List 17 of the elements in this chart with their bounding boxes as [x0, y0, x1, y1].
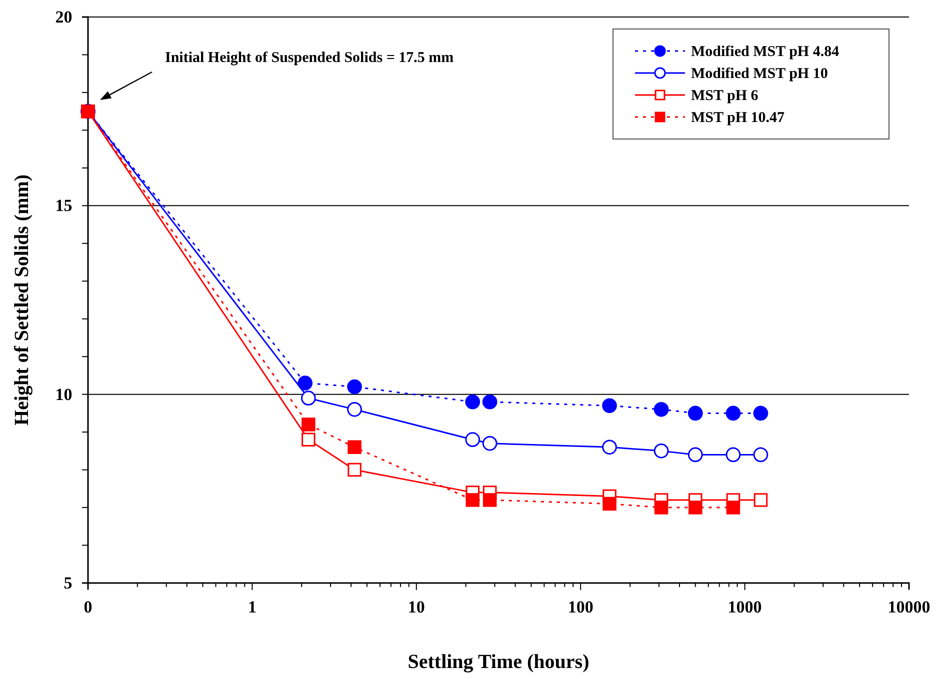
legend-label: Modified MST pH 10	[691, 66, 828, 82]
legend-label: MST pH 6	[691, 88, 759, 104]
annotation: Initial Height of Suspended Solids = 17.5 mm	[165, 50, 454, 66]
y-tick-label: 5	[64, 573, 72, 592]
x-axis-title: Settling Time (hours)	[408, 651, 590, 673]
x-tick-label: 100	[568, 597, 594, 616]
x-tick-label: 10	[408, 597, 425, 616]
x-tick-label: 0	[84, 597, 92, 616]
y-tick-label: 15	[55, 196, 72, 216]
y-tick-label: 10	[55, 384, 72, 404]
legend-label: Modified MST pH 4.84	[691, 44, 840, 60]
y-tick-label: 20	[55, 7, 72, 26]
x-tick-label: 1000	[728, 597, 762, 616]
x-tick-label: 10000	[888, 597, 930, 616]
x-tick-label: 1	[248, 597, 256, 616]
legend-label: MST pH 10.47	[691, 110, 785, 126]
y-axis-title: Height of Settled Solids (mm)	[11, 174, 33, 426]
